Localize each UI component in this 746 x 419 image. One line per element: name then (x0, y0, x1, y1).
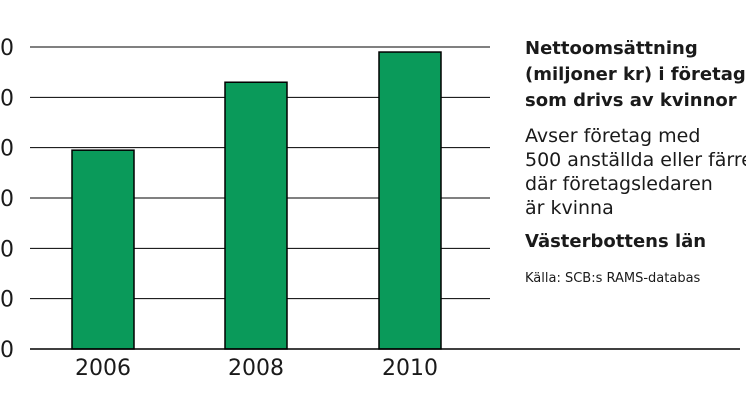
y-tick-label-300: 00 (0, 187, 14, 212)
x-tick-label-2008: 2008 (228, 356, 284, 381)
x-axis-tick-labels: 2006 2008 2010 (75, 356, 438, 381)
chart-title-line-3: som drivs av kvinnor (525, 90, 737, 111)
chart-title-line-1: Nettoomsättning (525, 38, 698, 59)
source-label: Källa: SCB:s RAMS-databas (525, 271, 701, 286)
region-label: Västerbottens län (525, 231, 707, 252)
chart-annotation-panel: Nettoomsättning (miljoner kr) i företag … (525, 36, 746, 288)
y-tick-label-600: 00 (0, 36, 14, 61)
chart-note: Avser företag med 500 anställda eller fä… (525, 124, 746, 220)
chart-title: Nettoomsättning (miljoner kr) i företag … (525, 36, 746, 114)
y-tick-label-400: 00 (0, 137, 14, 162)
bar-2006 (71, 149, 135, 350)
y-axis-tick-labels: 0000000000000 (0, 36, 14, 363)
y-tick-label-200: 00 (0, 237, 14, 262)
x-tick-label-2006: 2006 (75, 356, 131, 381)
chart-note-line-4: är kvinna (525, 197, 614, 219)
chart-note-line-2: 500 anställda eller färre (525, 149, 746, 171)
x-tick-label-2010: 2010 (382, 356, 438, 381)
y-tick-label-500: 00 (0, 86, 14, 111)
y-tick-label-0: 0 (0, 338, 14, 363)
bar-2008 (224, 81, 288, 350)
bars (71, 51, 442, 350)
chart-title-line-2: (miljoner kr) i företag (525, 64, 746, 85)
chart-note-line-1: Avser företag med (525, 125, 701, 147)
bar-2010 (378, 51, 442, 350)
chart-note-line-3: där företagsledaren (525, 173, 713, 195)
y-tick-label-100: 00 (0, 288, 14, 313)
